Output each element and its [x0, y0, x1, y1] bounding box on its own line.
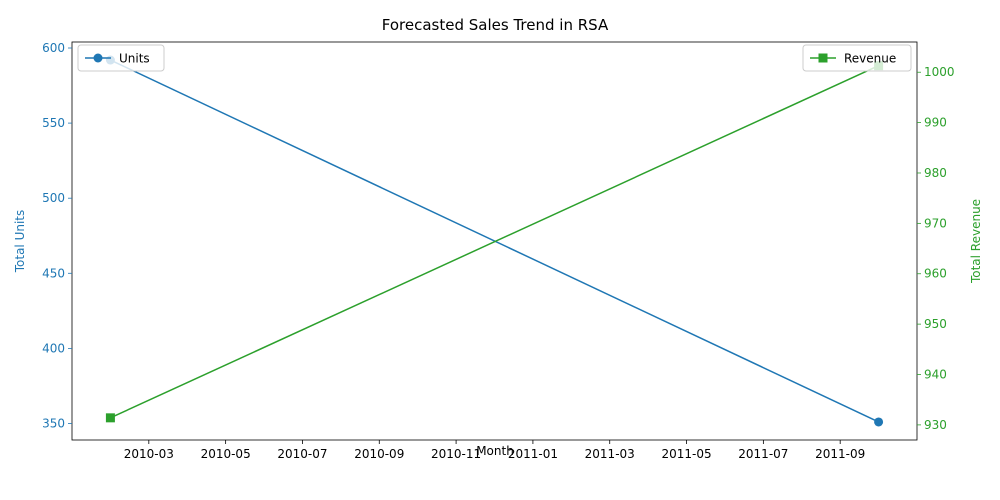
x-axis-title: Month: [476, 444, 514, 458]
data-point-revenue: [105, 413, 115, 423]
left-y-tick-label: 550: [42, 116, 65, 130]
right-y-tick-label: 960: [924, 267, 947, 281]
x-tick-label: 2010-03: [124, 447, 174, 461]
legend-box: [802, 44, 912, 72]
left-y-tick-label: 600: [42, 41, 65, 55]
x-tick-label: 2011-05: [661, 447, 711, 461]
x-tick-label: 2011-07: [738, 447, 788, 461]
legend-marker: [93, 53, 103, 63]
x-tick-label: 2010-11: [431, 447, 481, 461]
right-y-tick-label: 980: [924, 166, 947, 180]
plot-area: 2010-03 2010-05 2010-07 2010-09 2010-11 2011-…: [42, 41, 954, 461]
left-y-tick-label: 350: [42, 416, 65, 430]
x-tick-label: 2010-07: [277, 447, 327, 461]
chart-title: Forecasted Sales Trend in RSA: [382, 16, 609, 34]
right-y-tick-label: 930: [924, 418, 947, 432]
left-y-tick-label: 400: [42, 341, 65, 355]
left-y-tick-label: 450: [42, 266, 65, 280]
series-line-revenue: [110, 64, 879, 419]
legend-label: Units: [119, 52, 150, 66]
legend-marker: [818, 53, 828, 63]
right-y-tick-label: 950: [924, 317, 947, 331]
x-tick-label: 2010-05: [201, 447, 251, 461]
legend-box: [77, 44, 165, 72]
left-axis-title: Total Units: [13, 210, 27, 274]
right-y-tick-label: 940: [924, 368, 947, 382]
right-axis-title: Total Revenue: [969, 199, 983, 284]
right-y-tick-label: 1000: [924, 65, 955, 79]
plot-frame: [71, 41, 918, 441]
left-y-tick-label: 500: [42, 191, 65, 205]
x-tick-label: 2011-03: [585, 447, 635, 461]
legend-units: Units: [77, 44, 165, 72]
data-point-units: [874, 417, 884, 427]
x-tick-label: 2011-09: [815, 447, 865, 461]
x-tick-label: 2010-09: [354, 447, 404, 461]
x-tick-label: 2011-01: [508, 447, 558, 461]
right-y-tick-label: 970: [924, 216, 947, 230]
right-y-tick-label: 990: [924, 116, 947, 130]
legend-label: Revenue: [844, 52, 896, 66]
legend-revenue: Revenue: [802, 44, 912, 72]
